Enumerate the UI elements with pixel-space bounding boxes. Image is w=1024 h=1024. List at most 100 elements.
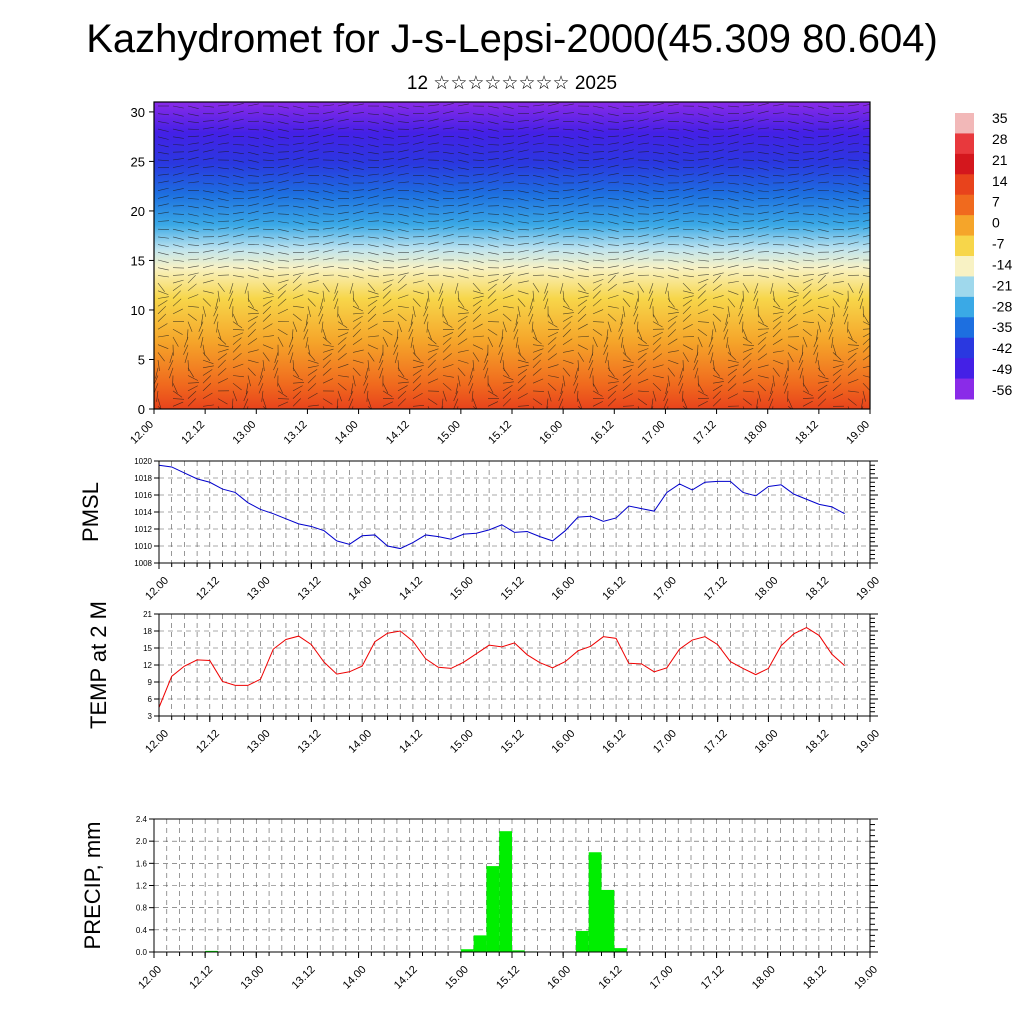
wind-vector — [633, 306, 639, 317]
x-tick-label: 15.00 — [443, 964, 471, 992]
wind-vector — [367, 406, 372, 409]
wind-vector — [862, 267, 870, 269]
wind-vector — [682, 220, 695, 222]
wind-vector — [637, 227, 649, 230]
wind-vector — [577, 267, 589, 271]
wind-vector — [817, 265, 829, 268]
wind-vector — [410, 336, 414, 348]
wind-vector — [292, 321, 298, 332]
wind-vector — [832, 375, 841, 384]
wind-vector — [802, 151, 814, 153]
precip-panel: 0.00.40.81.21.62.02.412.00 12.12 13.00 13.1… — [80, 815, 880, 992]
wind-vector — [817, 105, 829, 109]
x-tick-label: 17.00 — [651, 728, 679, 756]
wind-vector — [442, 218, 454, 222]
wind-vector — [442, 267, 454, 269]
x-tick-label: 18.12 — [793, 419, 821, 447]
wind-vector — [517, 133, 529, 138]
wind-vector — [187, 213, 199, 217]
wind-vector — [622, 257, 634, 261]
precip-bar — [460, 949, 474, 952]
wind-vector — [682, 282, 691, 292]
wind-vector — [393, 336, 399, 348]
wind-vector — [337, 275, 349, 278]
wind-vector — [412, 213, 424, 217]
wind-vector — [832, 213, 844, 217]
wind-vector — [247, 144, 259, 148]
wind-vector — [667, 321, 677, 330]
wind-vector — [322, 151, 334, 153]
wind-vector — [439, 283, 444, 294]
wind-vector — [652, 110, 664, 114]
wind-vector — [622, 352, 631, 361]
wind-vector — [577, 136, 589, 140]
wind-vector — [547, 190, 559, 193]
y-tick-label: 1020 — [134, 457, 152, 466]
wind-vector — [262, 313, 272, 322]
wind-vector — [603, 344, 609, 355]
wind-vector — [352, 218, 364, 222]
wind-vector — [412, 221, 424, 224]
wind-vector — [772, 367, 780, 377]
wind-vector — [217, 398, 228, 405]
wind-vector — [232, 190, 244, 193]
wind-vector — [348, 390, 354, 402]
wind-vector — [187, 181, 199, 184]
wind-vector — [787, 151, 799, 155]
wind-vector — [427, 249, 439, 253]
wind-vector — [307, 365, 319, 369]
wind-vector — [697, 383, 704, 393]
wind-vector — [682, 290, 694, 294]
y-tick-label: 1014 — [134, 508, 152, 517]
wind-vector — [382, 165, 394, 168]
wind-vector — [187, 367, 194, 378]
wind-vector — [307, 290, 319, 294]
wind-vector — [652, 127, 664, 130]
wind-vector — [292, 244, 304, 246]
wind-vector — [232, 313, 238, 325]
wind-vector — [322, 198, 334, 202]
wind-vector — [457, 144, 469, 148]
wind-vector — [472, 290, 484, 295]
wind-vector — [412, 359, 424, 364]
wind-vector — [202, 134, 214, 138]
wind-vector — [832, 149, 844, 153]
wind-vector — [667, 375, 671, 387]
y-tick-label: 1012 — [134, 525, 152, 534]
wind-vector — [682, 136, 694, 140]
wind-vector — [229, 283, 234, 294]
wind-vectors — [154, 103, 870, 409]
wind-vector — [216, 321, 219, 333]
wind-vector — [307, 352, 316, 361]
wind-vector — [292, 213, 304, 217]
wind-vector — [817, 380, 829, 384]
x-tick-label: 15.12 — [499, 575, 527, 603]
wind-vector — [787, 136, 799, 140]
wind-vector — [202, 120, 214, 122]
wind-vector — [742, 398, 752, 406]
wind-vector — [787, 252, 799, 256]
wind-vector — [322, 205, 334, 208]
wind-vector — [172, 390, 183, 398]
wind-vector — [757, 382, 766, 392]
wind-vector — [487, 180, 499, 184]
precip-bar — [486, 866, 500, 952]
wind-vector — [682, 203, 694, 207]
wind-vector — [217, 249, 229, 253]
wind-vector — [397, 305, 409, 309]
wind-vector — [277, 188, 289, 191]
wind-vector — [517, 182, 529, 185]
x-tick-label: 16.12 — [600, 728, 628, 756]
wind-vector — [862, 111, 870, 114]
wind-vector — [487, 279, 499, 284]
wind-vector — [202, 298, 211, 307]
wind-vector — [367, 151, 379, 155]
wind-vector — [187, 385, 198, 392]
wind-vector — [307, 120, 319, 122]
wind-vector — [442, 313, 449, 324]
wind-vector — [532, 167, 544, 170]
wind-vector — [517, 264, 529, 268]
wind-vector — [787, 187, 799, 191]
colorbar-swatch — [955, 296, 974, 318]
